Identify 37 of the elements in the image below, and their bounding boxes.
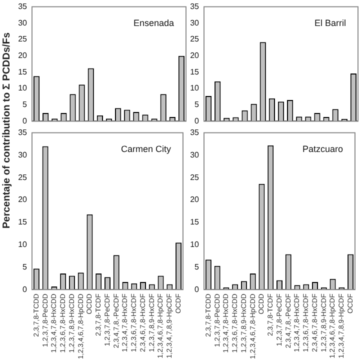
y-tick-label: 20 [18,51,28,60]
text: El Barril [314,18,346,28]
y-tick-label: 30 [190,150,200,160]
y-tick-label: 20 [190,195,200,204]
y-tick-label: 25 [190,34,200,44]
y-tick-label: 10 [18,84,28,93]
y-tick-label: 30 [190,18,200,28]
y-tick-label: 15 [190,218,200,227]
y-tick-label: 35 [18,128,28,138]
y-tick-label: 0 [194,116,200,126]
y-tick-label: 5 [194,262,200,272]
y-tick-label: 25 [190,172,200,182]
y-tick-label: 35 [18,2,28,12]
y-tick-label: 5 [22,100,28,110]
y-tick-label: 0 [22,284,28,294]
y-tick-label: 5 [194,100,200,110]
text: Patzcuaro [302,144,343,154]
y-tick-label: 35 [190,128,200,138]
y-tick-label: 15 [18,218,28,227]
y-tick-label: 15 [18,67,28,76]
y-tick-label: 15 [190,67,200,76]
y-tick-label: 10 [18,240,28,250]
y-tick-label: 30 [18,150,28,160]
y-axis-title: Percentaje of contribution to Σ PCDDs/Fs [2,32,12,228]
y-tick-label: 10 [190,240,200,250]
y-tick-label: 25 [18,172,28,182]
y-tick-label: 20 [18,195,28,204]
y-tick-label: 5 [22,262,28,272]
text: Ensenada [133,18,174,28]
y-tick-label: 0 [22,116,28,126]
y-tick-label: 10 [190,84,200,93]
y-tick-label: 0 [194,284,200,294]
y-tick-label: 25 [18,34,28,44]
text: Carmen City [120,144,172,154]
y-tick-label: 35 [190,2,200,12]
y-tick-label: 20 [190,51,200,60]
y-tick-label: 30 [18,18,28,28]
